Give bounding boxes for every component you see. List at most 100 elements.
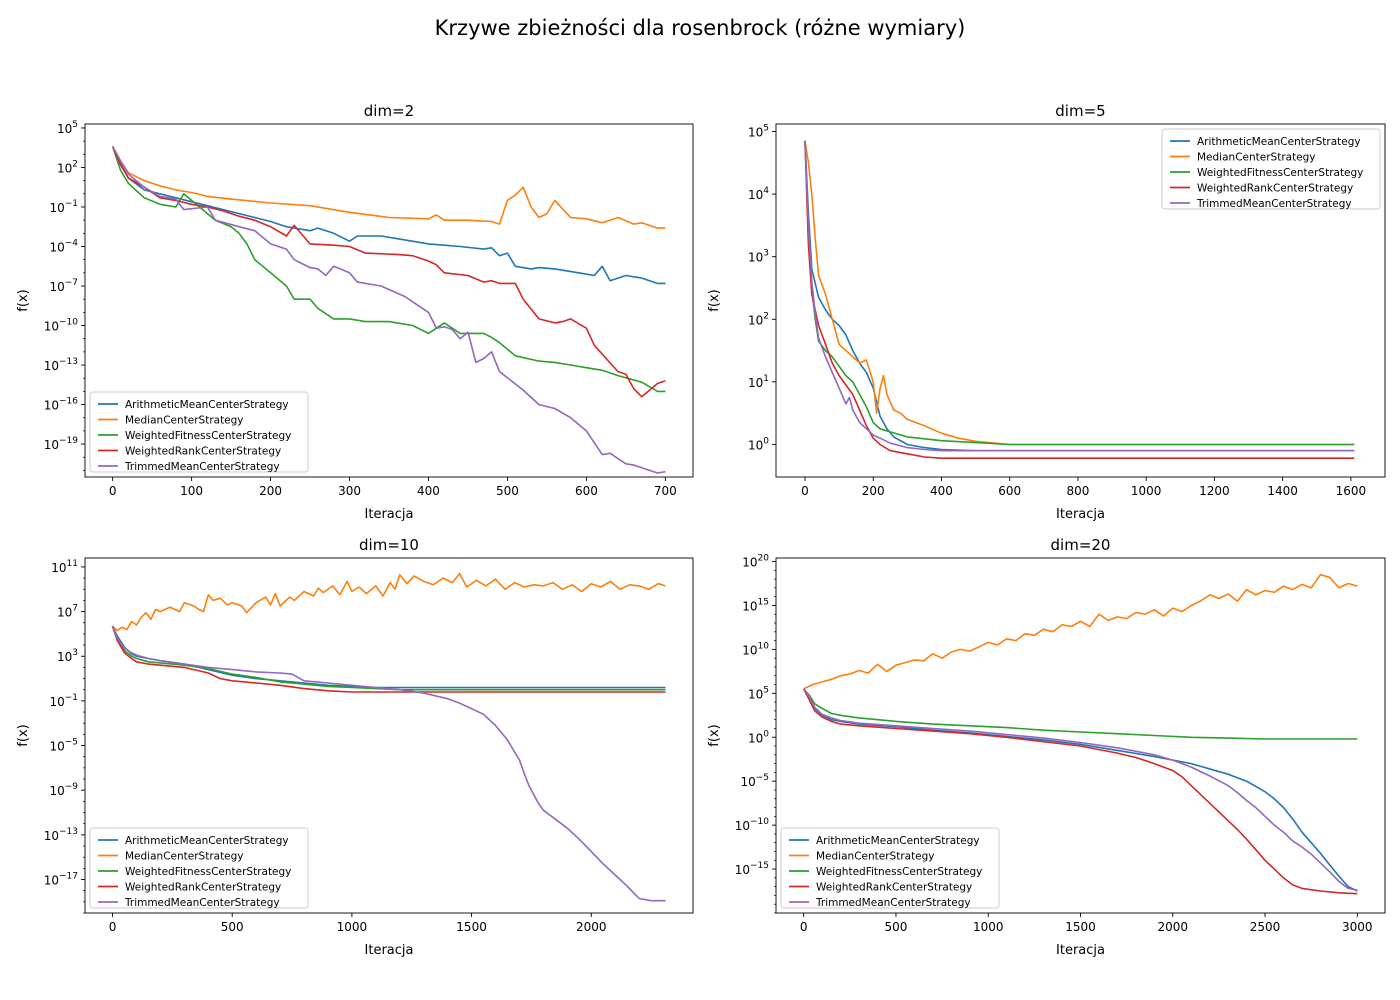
y-tick-label: 100 bbox=[748, 729, 769, 745]
legend-entry: WeightedRankCenterStrategy bbox=[1197, 183, 1353, 195]
legend-entry: ArithmeticMeanCenterStrategy bbox=[816, 835, 980, 847]
legend-entry: WeightedFitnessCenterStrategy bbox=[125, 866, 291, 878]
x-tick-label: 1400 bbox=[1267, 484, 1298, 498]
y-axis-label: f(x) bbox=[707, 289, 722, 311]
legend-entry: WeightedRankCenterStrategy bbox=[125, 882, 281, 894]
legend-entry: MedianCenterStrategy bbox=[1197, 152, 1316, 164]
subplot-2: 0 200 400 600 800 1000 1200 1400 1600 100 101 102 10… bbox=[707, 102, 1386, 522]
axes-frame bbox=[84, 123, 694, 478]
x-tick-label: 400 bbox=[417, 484, 440, 498]
series-line-ArithmeticMeanCenterStrategy bbox=[804, 140, 1355, 452]
series-line-ArithmeticMeanCenterStrategy bbox=[803, 688, 1358, 892]
y-tick-label: 101 bbox=[748, 374, 769, 390]
y-tick-label: 1015 bbox=[742, 597, 769, 613]
y-tick-label: 105 bbox=[748, 124, 769, 140]
x-tick-label: 700 bbox=[654, 484, 677, 498]
y-tick-label: 105 bbox=[748, 685, 769, 701]
legend-frame bbox=[89, 827, 309, 909]
y-tick-label: 10−10 bbox=[44, 318, 79, 334]
legend-entry: WeightedRankCenterStrategy bbox=[816, 882, 972, 894]
x-tick-label: 1600 bbox=[1336, 484, 1367, 498]
series-line-WeightedRankCenterStrategy bbox=[804, 140, 1355, 460]
legend: ArithmeticMeanCenterStrategy MedianCenter… bbox=[89, 827, 309, 909]
x-tick-label: 0 bbox=[801, 484, 809, 498]
legend: ArithmeticMeanCenterStrategy MedianCenter… bbox=[780, 827, 1000, 909]
legend-entry: MedianCenterStrategy bbox=[816, 851, 935, 863]
y-tick-label: 104 bbox=[748, 186, 769, 202]
series-group bbox=[111, 572, 666, 902]
series-line-MedianCenterStrategy bbox=[111, 572, 666, 632]
x-tick-label: 400 bbox=[930, 484, 953, 498]
y-tick-label: 10−10 bbox=[735, 817, 770, 833]
legend: ArithmeticMeanCenterStrategy MedianCenter… bbox=[89, 391, 309, 473]
y-tick-label: 10−13 bbox=[44, 357, 78, 373]
x-tick-label: 1500 bbox=[456, 920, 487, 934]
x-tick-label: 600 bbox=[575, 484, 598, 498]
x-axis-label: Iteracja bbox=[1056, 507, 1105, 522]
series-line-MedianCenterStrategy bbox=[804, 140, 1355, 446]
series-line-WeightedRankCenterStrategy bbox=[111, 146, 666, 398]
y-tick-label: 107 bbox=[57, 604, 78, 620]
y-tick-label: 10−15 bbox=[735, 861, 769, 877]
series-line-MedianCenterStrategy bbox=[111, 146, 666, 229]
x-tick-label: 2500 bbox=[1250, 920, 1281, 934]
series-group bbox=[111, 146, 666, 474]
subplot-title: dim=5 bbox=[1055, 102, 1105, 120]
series-line-TrimmedMeanCenterStrategy bbox=[111, 146, 666, 474]
legend-entry: ArithmeticMeanCenterStrategy bbox=[1197, 136, 1361, 148]
y-tick-label: 10−16 bbox=[44, 397, 79, 413]
y-axis-label: f(x) bbox=[707, 724, 722, 746]
series-line-WeightedFitnessCenterStrategy bbox=[111, 146, 666, 393]
legend-entry: TrimmedMeanCenterStrategy bbox=[1196, 198, 1352, 210]
series-line-WeightedFitnessCenterStrategy bbox=[803, 688, 1358, 740]
series-line-ArithmeticMeanCenterStrategy bbox=[111, 625, 666, 689]
x-tick-label: 1000 bbox=[337, 920, 368, 934]
x-tick-label: 500 bbox=[885, 920, 908, 934]
subplot-title: dim=10 bbox=[359, 536, 419, 554]
legend-entry: ArithmeticMeanCenterStrategy bbox=[125, 835, 289, 847]
legend-entry: WeightedFitnessCenterStrategy bbox=[125, 430, 291, 442]
legend-entry: WeightedFitnessCenterStrategy bbox=[1197, 167, 1363, 179]
x-tick-label: 500 bbox=[221, 920, 244, 934]
legend: ArithmeticMeanCenterStrategy MedianCenter… bbox=[1161, 128, 1381, 210]
subplot-3: 0 500 1000 1500 2000 1011 107 103 10−1 10−5 10−9 10… bbox=[16, 536, 694, 958]
x-tick-label: 1200 bbox=[1199, 484, 1230, 498]
x-axis-label: Iteracja bbox=[365, 507, 414, 522]
legend-entry: MedianCenterStrategy bbox=[125, 415, 244, 427]
y-axis-label: f(x) bbox=[16, 289, 31, 311]
figure-suptitle: Krzywe zbieżności dla rosenbrock (różne … bbox=[434, 16, 966, 40]
y-tick-label: 103 bbox=[748, 249, 769, 265]
legend-frame bbox=[89, 391, 309, 473]
series-group bbox=[804, 140, 1355, 460]
x-tick-label: 2000 bbox=[1157, 920, 1188, 934]
series-line-WeightedRankCenterStrategy bbox=[111, 625, 666, 693]
y-tick-label: 1020 bbox=[742, 554, 769, 570]
y-tick-label: 10−7 bbox=[49, 278, 78, 294]
x-tick-label: 0 bbox=[109, 484, 117, 498]
legend-entry: WeightedRankCenterStrategy bbox=[125, 446, 281, 458]
x-tick-label: 300 bbox=[338, 484, 361, 498]
x-tick-label: 3000 bbox=[1342, 920, 1373, 934]
x-tick-label: 200 bbox=[862, 484, 885, 498]
y-tick-label: 10−9 bbox=[49, 782, 78, 798]
y-tick-label: 102 bbox=[57, 159, 78, 175]
series-line-TrimmedMeanCenterStrategy bbox=[804, 140, 1355, 452]
axes-frame bbox=[84, 557, 694, 914]
series-group bbox=[802, 573, 1358, 895]
x-tick-label: 1000 bbox=[1131, 484, 1162, 498]
axes-frame bbox=[775, 123, 1386, 478]
legend-entry: MedianCenterStrategy bbox=[125, 851, 244, 863]
y-tick-label: 103 bbox=[57, 648, 78, 664]
x-tick-label: 600 bbox=[998, 484, 1021, 498]
y-tick-label: 10−5 bbox=[740, 773, 769, 789]
x-tick-label: 100 bbox=[180, 484, 203, 498]
x-tick-label: 1500 bbox=[1065, 920, 1096, 934]
legend-entry: WeightedFitnessCenterStrategy bbox=[816, 866, 982, 878]
legend-frame bbox=[780, 827, 1000, 909]
y-tick-label: 10−19 bbox=[44, 436, 79, 452]
x-tick-label: 2000 bbox=[576, 920, 607, 934]
x-axis-label: Iteracja bbox=[365, 943, 414, 958]
y-tick-label: 1010 bbox=[742, 641, 769, 657]
y-tick-label: 10−17 bbox=[44, 872, 78, 888]
